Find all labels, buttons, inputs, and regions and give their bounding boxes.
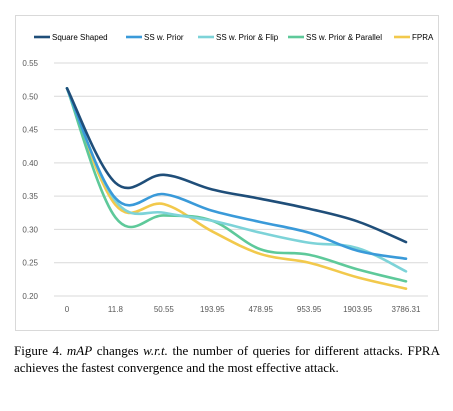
x-tick-label: 953.95 [297,305,322,314]
series-line-square-shaped [65,86,408,244]
y-tick-label: 0.45 [22,126,38,135]
x-tick-label: 1903.95 [343,305,372,314]
x-tick-label: 0 [65,305,70,314]
y-tick-label: 0.30 [22,225,38,234]
x-tick-label: 11.8 [108,305,124,314]
caption-text-2: the number of queries for different atta… [14,343,440,375]
x-tick-label: 193.95 [200,305,225,314]
legend-label: Square Shaped [52,33,108,42]
legend-label: FPRA [412,33,434,42]
y-tick-label: 0.40 [22,159,38,168]
figure-caption: Figure 4. mAP changes w.r.t. the number … [14,342,440,376]
caption-text-1: changes [92,343,144,358]
legend-label: SS w. Prior & Parallel [306,33,382,42]
y-tick-label: 0.25 [22,259,38,268]
series-line-ss-w-prior-parallel [65,86,408,283]
series-line-ss-w-prior [65,86,408,261]
x-tick-label: 50.55 [154,305,175,314]
y-tick-label: 0.50 [22,92,38,101]
legend-label: SS w. Prior & Flip [216,33,279,42]
caption-math-wrt: w.r.t. [143,343,168,358]
x-tick-label: 3786.31 [392,305,421,314]
caption-math-map: mAP [66,343,93,358]
caption-label: Figure 4. [14,343,67,358]
chart-area: 0.20 0.25 0.30 0.35 0.40 0.45 0.50 0.55 0 11.8 50.… [15,15,439,331]
series-line-fpra [65,86,408,290]
y-tick-label: 0.20 [22,292,38,301]
line-chart: 0.20 0.25 0.30 0.35 0.40 0.45 0.50 0.55 0 11.8 50.… [22,33,434,314]
y-tick-label: 0.35 [22,192,38,201]
x-tick-label: 478.95 [248,305,273,314]
y-tick-label: 0.55 [22,59,38,68]
legend-label: SS w. Prior [144,33,184,42]
